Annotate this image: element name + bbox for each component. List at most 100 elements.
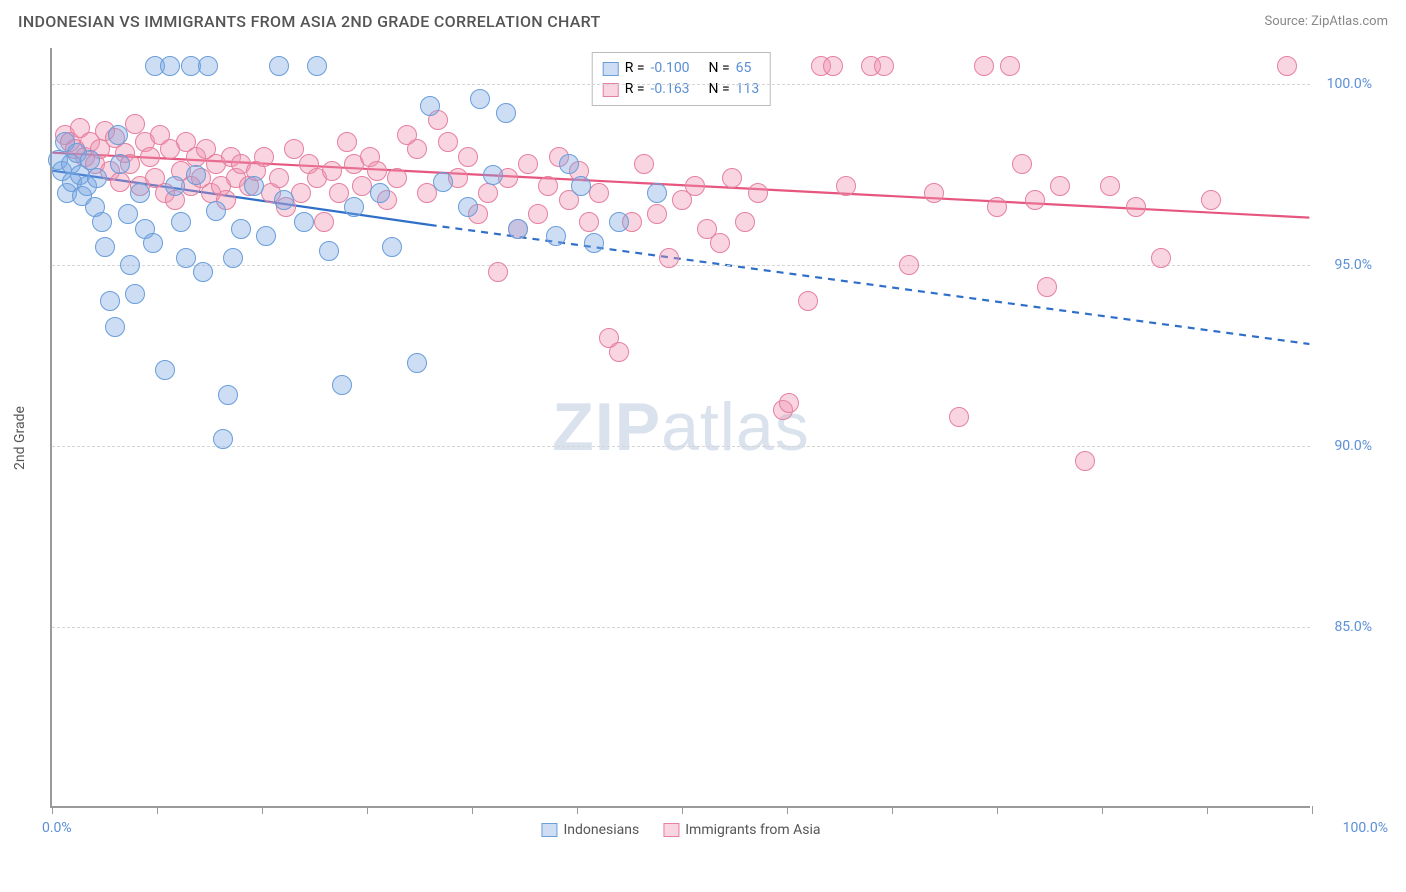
r-value-b: -0.163: [651, 79, 690, 100]
scatter-point-b: [634, 154, 654, 174]
scatter-point-a: [571, 176, 591, 196]
scatter-point-a: [165, 176, 185, 196]
scatter-point-b: [1075, 451, 1095, 471]
scatter-point-a: [382, 237, 402, 257]
scatter-point-b: [269, 168, 289, 188]
series-legend: Indonesians Immigrants from Asia: [541, 822, 820, 838]
scatter-point-b: [125, 114, 145, 134]
scatter-point-a: [171, 212, 191, 232]
scatter-point-a: [433, 172, 453, 192]
scatter-point-b: [609, 342, 629, 362]
scatter-point-b: [987, 197, 1007, 217]
scatter-point-a: [307, 56, 327, 76]
x-tick: [1102, 806, 1103, 814]
scatter-point-a: [160, 56, 180, 76]
n-value-a: 65: [736, 58, 752, 79]
scatter-point-a: [319, 241, 339, 261]
n-label: N =: [709, 79, 730, 100]
r-value-a: -0.100: [651, 58, 690, 79]
scatter-point-b: [899, 255, 919, 275]
scatter-point-a: [198, 56, 218, 76]
x-tick: [367, 806, 368, 814]
scatter-point-b: [1126, 197, 1146, 217]
scatter-point-a: [118, 204, 138, 224]
scatter-point-a: [508, 219, 528, 239]
scatter-point-b: [589, 183, 609, 203]
scatter-point-b: [291, 183, 311, 203]
x-tick: [787, 806, 788, 814]
plot-wrap: 2nd Grade ZIPatlas R = -0.100 N = 65 R =…: [50, 48, 1380, 828]
scatter-point-b: [710, 233, 730, 253]
gridline: [52, 446, 1310, 447]
legend-swatch-a: [603, 62, 619, 76]
scatter-point-a: [80, 150, 100, 170]
scatter-point-b: [528, 204, 548, 224]
gridline: [52, 627, 1310, 628]
scatter-point-a: [420, 96, 440, 116]
chart-title: INDONESIAN VS IMMIGRANTS FROM ASIA 2ND G…: [18, 12, 601, 31]
x-tick: [1207, 806, 1208, 814]
scatter-point-a: [559, 154, 579, 174]
scatter-point-b: [1037, 277, 1057, 297]
scatter-point-a: [483, 165, 503, 185]
y-tick-label: 95.0%: [1334, 257, 1372, 273]
x-tick: [52, 806, 53, 814]
scatter-point-a: [100, 291, 120, 311]
scatter-point-a: [206, 201, 226, 221]
gridline: [52, 84, 1310, 85]
scatter-point-b: [722, 168, 742, 188]
legend-swatch-b-bottom: [663, 823, 679, 837]
scatter-point-a: [407, 353, 427, 373]
legend-label-a: Indonesians: [563, 822, 639, 838]
scatter-point-b: [438, 132, 458, 152]
scatter-point-a: [256, 226, 276, 246]
scatter-point-b: [488, 262, 508, 282]
correlation-legend: R = -0.100 N = 65 R = -0.163 N = 113: [592, 52, 771, 106]
scatter-point-a: [110, 154, 130, 174]
legend-item-a: Indonesians: [541, 822, 639, 838]
scatter-point-a: [647, 183, 667, 203]
scatter-point-b: [974, 56, 994, 76]
r-label: R =: [625, 58, 645, 79]
scatter-point-b: [1050, 176, 1070, 196]
scatter-point-a: [231, 219, 251, 239]
scatter-point-b: [458, 147, 478, 167]
scatter-point-b: [387, 168, 407, 188]
scatter-point-b: [647, 204, 667, 224]
scatter-point-a: [458, 197, 478, 217]
scatter-point-b: [314, 212, 334, 232]
y-tick-label: 100.0%: [1327, 76, 1372, 92]
x-axis-label-left: 0.0%: [42, 820, 72, 836]
y-tick-label: 90.0%: [1334, 438, 1372, 454]
scatter-point-a: [584, 233, 604, 253]
gridline: [52, 265, 1310, 266]
scatter-point-a: [176, 248, 196, 268]
scatter-point-a: [92, 212, 112, 232]
legend-swatch-a-bottom: [541, 823, 557, 837]
scatter-point-b: [779, 393, 799, 413]
n-label: N =: [709, 58, 730, 79]
scatter-point-a: [269, 56, 289, 76]
x-tick: [892, 806, 893, 814]
scatter-point-b: [748, 183, 768, 203]
x-tick: [157, 806, 158, 814]
n-value-b: 113: [736, 79, 760, 100]
scatter-point-b: [836, 176, 856, 196]
plot-area: ZIPatlas R = -0.100 N = 65 R = -0.163 N …: [50, 48, 1310, 808]
scatter-point-a: [546, 226, 566, 246]
scatter-point-b: [685, 176, 705, 196]
legend-row-b: R = -0.163 N = 113: [603, 79, 760, 100]
scatter-point-a: [274, 190, 294, 210]
scatter-point-b: [798, 291, 818, 311]
scatter-point-b: [1025, 190, 1045, 210]
scatter-point-b: [407, 139, 427, 159]
scatter-point-a: [496, 103, 516, 123]
y-axis-title: 2nd Grade: [12, 406, 28, 470]
scatter-point-b: [110, 172, 130, 192]
scatter-point-a: [155, 360, 175, 380]
scatter-point-b: [518, 154, 538, 174]
scatter-point-b: [1100, 176, 1120, 196]
scatter-point-a: [105, 317, 125, 337]
scatter-point-a: [609, 212, 629, 232]
scatter-point-a: [87, 168, 107, 188]
